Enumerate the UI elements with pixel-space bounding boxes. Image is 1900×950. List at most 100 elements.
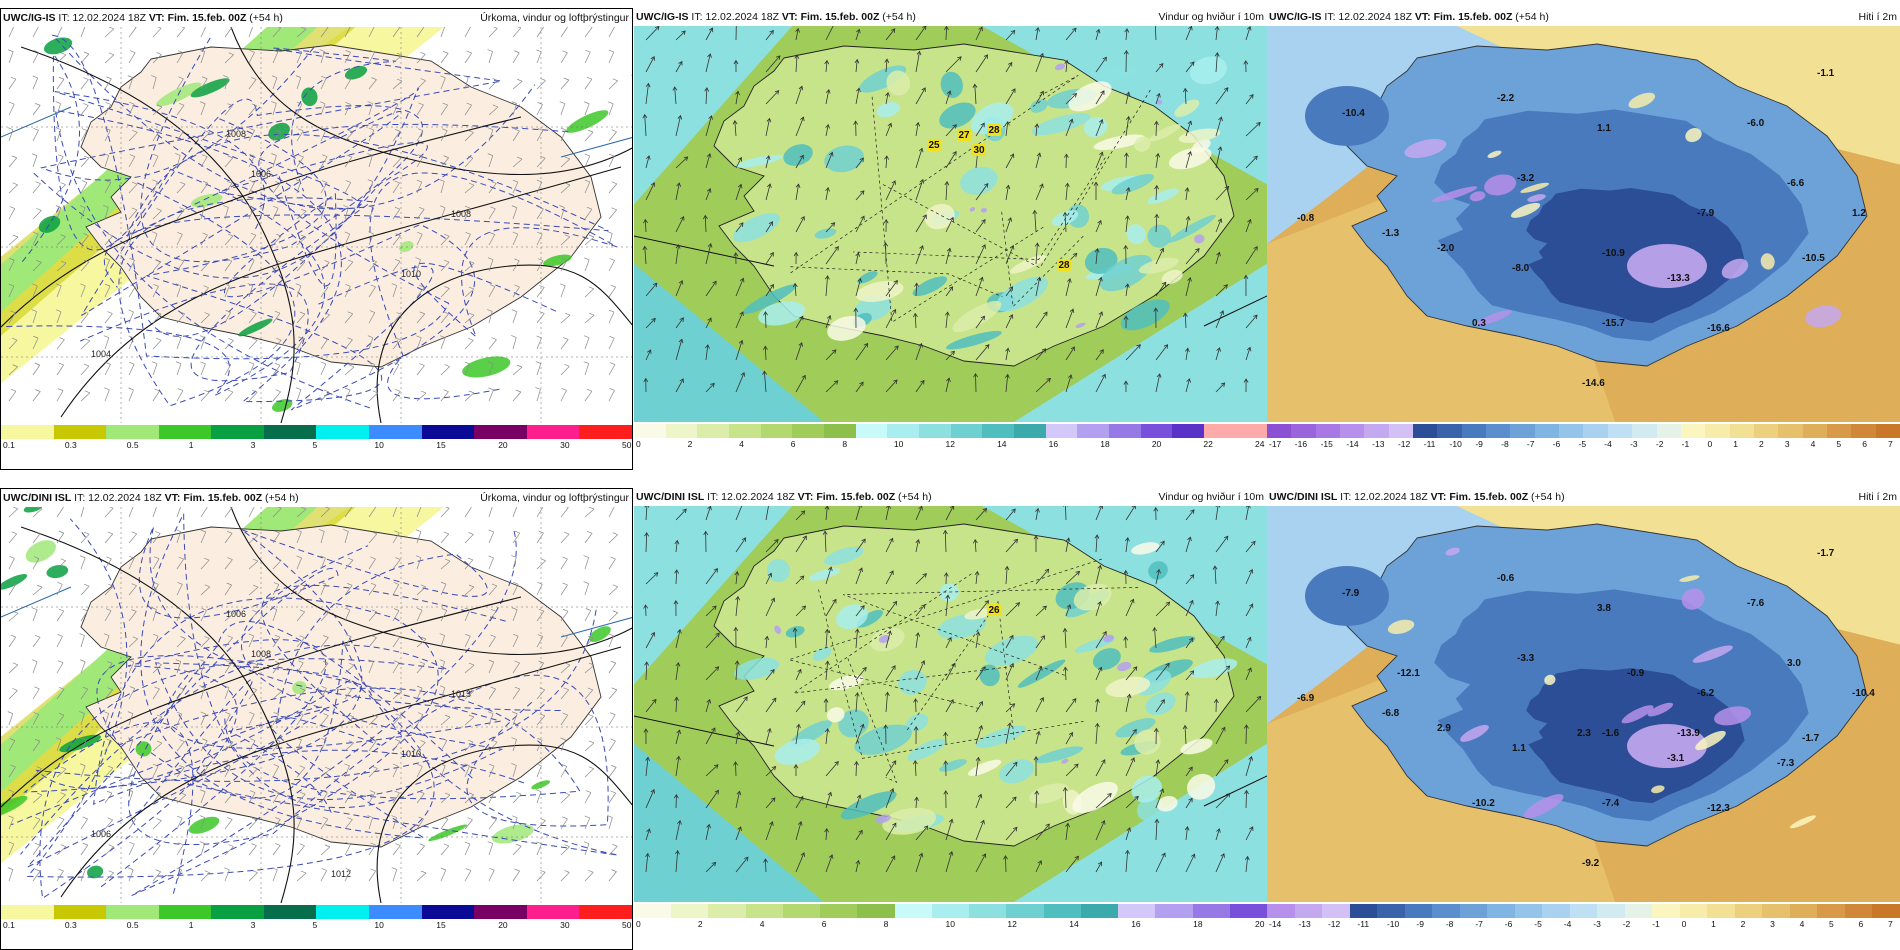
colorbar-swatch [697,424,729,438]
colorbar-swatch [820,904,858,918]
colorbar-swatch [53,425,107,439]
colorbar-tick: -5 [1578,439,1587,449]
colorbar-tick: 0.5 [126,440,139,450]
colorbar-tick: 20 [498,920,508,930]
header-meta: UWC/IG-IS IT: 12.02.2024 18Z VT: Fim. 15… [1269,8,1549,26]
colorbar-swatch [894,904,932,918]
colorbar-swatch [1789,904,1818,918]
colorbar-tick: 14 [997,439,1007,449]
colorbar-swatch [1510,424,1535,438]
colorbar-swatch [1118,904,1156,918]
colorbar-ticks: 0 2 4 6 8 10 12 14 16 18 20 22 24 [634,439,1267,451]
colorbar-swatch [1155,904,1193,918]
model-name: UWC/DINI ISL [636,491,705,503]
colorbar-tick: -11 [1357,919,1370,929]
colorbar-swatch [1340,424,1365,438]
panel-ig-temp: UWC/IG-IS IT: 12.02.2024 18Z VT: Fim. 15… [1267,8,1900,470]
model-name: UWC/IG-IS [636,11,689,23]
temperature-label: -3.3 [1517,653,1535,664]
colorbar-swatch [1707,904,1735,918]
panel-header: UWC/DINI ISL IT: 12.02.2024 18Z VT: Fim.… [1,489,632,507]
gust-marker: 28 [1057,259,1071,271]
region-borders [787,558,1140,783]
map-svg: 26 [634,506,1267,902]
temperature-label: -6.9 [1297,693,1315,704]
colorbar-swatch [1753,424,1779,438]
temperature-label: -6.2 [1697,688,1715,699]
colorbar-swatch [792,424,824,438]
colorbar-swatch [1817,904,1845,918]
colorbar-swatch [1413,424,1438,438]
colorbar-swatch [1364,424,1389,438]
temperature-label: -2.2 [1497,93,1515,104]
colorbar-tick: 15 [436,440,446,450]
colorbar-tick: 1 [1711,919,1716,929]
colorbar-swatch [1534,424,1560,438]
colorbar-tick: 6 [790,439,796,449]
colorbar-tick: 6 [1862,439,1867,449]
header-meta: UWC/IG-IS IT: 12.02.2024 18Z VT: Fim. 15… [3,9,283,27]
colorbar-tick: 5 [1836,439,1842,449]
colorbar-swatch [1607,424,1633,438]
colorbar-swatch [1140,424,1173,438]
panel-header: UWC/IG-IS IT: 12.02.2024 18Z VT: Fim. 15… [1,9,632,27]
colorbar-swatch [782,904,821,918]
init-time: IT: 12.02.2024 18Z [74,492,162,504]
svg-text:27: 27 [958,130,970,141]
temperature-label: 1.2 [1852,208,1866,219]
colorbar-tick: -13 [1372,439,1385,449]
region-borders [790,75,1153,323]
colorbar-swatch [106,905,159,919]
temperature-label: -12.3 [1707,803,1730,814]
colorbar-swatch [316,425,370,439]
colorbar-swatch [1559,424,1584,438]
wind-vectors [643,506,1262,873]
colorbar-swatch [1729,424,1754,438]
colorbar-swatch [1080,904,1119,918]
temperature-label: -7.4 [1602,798,1620,809]
colorbar-tick: -9 [1416,919,1424,929]
map-area: 1006 1008 1006 1010 1013 1012 [1,507,632,903]
colorbar-tick: 10 [374,920,384,930]
colorbar-tick: 4 [759,919,765,929]
colorbar-swatch [1624,904,1653,918]
colorbar-swatch [579,425,632,439]
isobar-label: 1008 [451,209,471,219]
valid-time: VT: Fim. 15.feb. 00Z [781,11,880,23]
temperature-label: -16.6 [1707,323,1730,334]
colorbar-tick: -13 [1298,919,1311,929]
temperature-label: -14.6 [1582,378,1605,389]
colorbar-tick: -17 [1269,439,1282,449]
colorbar-swatch [950,424,983,438]
colorbar [634,424,1268,438]
colorbar [1,425,632,439]
colorbar [634,904,1267,918]
svg-text:28: 28 [1058,260,1070,271]
colorbar-swatch [263,905,317,919]
temperature-contours [6,34,617,411]
colorbar-swatch [211,425,264,439]
colorbar-tick: 2 [697,919,703,929]
temperature-label: -10.9 [1602,248,1625,259]
colorbar-tick: -4 [1563,919,1572,929]
valid-time: VT: Fim. 15.feb. 00Z [1430,491,1529,503]
temperature-label: -12.1 [1397,668,1420,679]
colorbar-tick: -14 [1269,919,1282,929]
panel-title: Hiti í 2m [1858,491,1897,503]
colorbar-swatch [263,425,317,439]
wind-barbs [7,507,632,882]
isobars [1,27,632,423]
panel-title: Úrkoma, vindur og loftþrýstingur [480,12,629,24]
colorbar-swatch [369,905,422,919]
colorbar-swatch [671,904,709,918]
colorbar [1267,904,1900,918]
temperature-label: -1.3 [1382,228,1400,239]
colorbar-swatch [918,424,951,438]
colorbar-tick: 2 [1740,919,1746,929]
colorbar-tick: 30 [560,440,570,450]
init-time: IT: 12.02.2024 18Z [1340,491,1428,503]
colorbar-tick: 4 [1810,439,1816,449]
colorbar-ticks: 0.1 0.3 0.5 1 3 5 10 15 20 30 50 [1,440,632,452]
map-area: 26 [634,506,1267,902]
